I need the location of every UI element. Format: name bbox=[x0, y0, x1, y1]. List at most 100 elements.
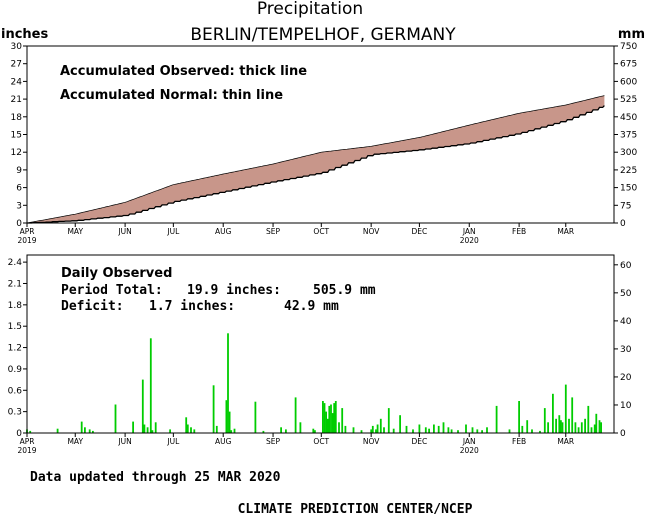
daily-bar bbox=[143, 424, 146, 433]
daily-bar bbox=[558, 415, 561, 433]
legend-normal: Accumulated Normal: thin line bbox=[60, 88, 283, 103]
daily-bar bbox=[521, 425, 524, 433]
daily-bar bbox=[587, 405, 590, 433]
daily-bar bbox=[547, 422, 549, 433]
x-tick-label: MAY bbox=[67, 227, 83, 236]
bottom-plot-frame bbox=[26, 254, 615, 434]
x-tick-year: 2020 bbox=[460, 446, 479, 455]
y-tick-label-right: 300 bbox=[620, 148, 637, 158]
daily-bar bbox=[212, 385, 215, 433]
deficit-mm: 42.9 mm bbox=[284, 299, 339, 314]
daily-bar bbox=[333, 403, 336, 433]
daily-bar bbox=[294, 397, 297, 433]
x-tick-label: OCT bbox=[313, 437, 329, 446]
daily-bar bbox=[447, 427, 450, 433]
daily-bar bbox=[233, 428, 236, 433]
daily-bar bbox=[154, 422, 157, 433]
y-tick-label-left: 27 bbox=[11, 60, 22, 70]
x-tick-label: MAR bbox=[557, 437, 574, 446]
daily-bar bbox=[539, 430, 541, 433]
daily-bar bbox=[185, 417, 188, 433]
daily-bar bbox=[314, 430, 316, 433]
daily-bar bbox=[338, 422, 340, 433]
y-tick-label-left: 0.9 bbox=[8, 365, 23, 375]
daily-panel: 0 0.3 0.6 0.9 1.2 1.5 1.8 2.1 2.4 0 10 20 30 40 50 60 AP… bbox=[8, 254, 632, 455]
deficit-inches: 1.7 inches: bbox=[149, 299, 235, 314]
x-tick-label: JUL bbox=[166, 227, 180, 236]
x-tick-label: APR bbox=[20, 437, 35, 446]
x-tick-label: JAN bbox=[462, 227, 476, 236]
daily-bar bbox=[331, 413, 334, 433]
period-total-label: Period Total: bbox=[61, 283, 163, 298]
y-tick-label-right: 30 bbox=[620, 345, 632, 355]
daily-bar bbox=[399, 415, 401, 433]
x-tick-label: AUG bbox=[215, 227, 232, 236]
x-tick-label: OCT bbox=[313, 227, 329, 236]
y-tick-label-left: 21 bbox=[11, 95, 22, 105]
daily-bar bbox=[437, 425, 440, 433]
x-tick-year: 2019 bbox=[17, 236, 36, 245]
y-tick-label-left: 1.8 bbox=[8, 301, 23, 311]
chart-title: Precipitation bbox=[257, 0, 363, 19]
daily-bar bbox=[486, 427, 488, 433]
daily-bar bbox=[555, 418, 557, 433]
daily-observed-label: Daily Observed bbox=[61, 266, 172, 281]
y-tick-label-right: 40 bbox=[620, 317, 632, 327]
daily-bar bbox=[169, 429, 171, 433]
daily-bar bbox=[225, 400, 228, 433]
daily-bars bbox=[26, 333, 602, 433]
daily-bar bbox=[360, 430, 363, 433]
y-tick-label-left: 1.5 bbox=[8, 322, 22, 332]
x-tick-label: MAY bbox=[67, 437, 83, 446]
y-tick-label-left: 18 bbox=[11, 113, 23, 123]
station-name: BERLIN/TEMPELHOF, GERMANY bbox=[190, 25, 456, 45]
daily-bar bbox=[88, 429, 91, 433]
daily-bar bbox=[334, 401, 337, 433]
y-tick-label-left: 2.4 bbox=[8, 258, 23, 268]
daily-bar bbox=[383, 427, 385, 433]
daily-bar bbox=[323, 403, 326, 433]
daily-bar bbox=[92, 430, 94, 433]
daily-bar bbox=[227, 333, 229, 433]
daily-bar bbox=[593, 424, 596, 433]
daily-bar bbox=[405, 425, 408, 433]
accumulated-observed-line bbox=[27, 105, 605, 224]
x-tick-year: 2020 bbox=[460, 236, 479, 245]
daily-bar bbox=[285, 429, 287, 433]
daily-bar bbox=[325, 411, 327, 433]
daily-bar bbox=[471, 427, 474, 433]
daily-bar bbox=[531, 429, 533, 433]
daily-bar bbox=[442, 422, 445, 433]
daily-bar bbox=[465, 424, 467, 433]
daily-bar bbox=[149, 338, 152, 433]
daily-bar bbox=[571, 397, 574, 433]
daily-bar bbox=[146, 427, 149, 433]
daily-bar bbox=[379, 418, 382, 433]
daily-bar bbox=[476, 429, 479, 433]
x-tick-label: SEP bbox=[266, 437, 280, 446]
daily-bar bbox=[577, 427, 580, 433]
daily-bar bbox=[518, 401, 520, 433]
daily-bar bbox=[186, 424, 189, 433]
y-tick-label-left: 0 bbox=[16, 429, 22, 439]
daily-bar bbox=[433, 424, 435, 433]
daily-bar bbox=[322, 401, 324, 433]
y-tick-label-right: 750 bbox=[620, 42, 637, 52]
y-tick-label-left: 24 bbox=[11, 77, 23, 87]
left-unit-label: inches bbox=[1, 27, 48, 42]
legend-observed: Accumulated Observed: thick line bbox=[60, 64, 307, 79]
daily-bar bbox=[495, 405, 498, 433]
y-tick-label-right: 0 bbox=[620, 429, 626, 439]
daily-bar bbox=[590, 427, 593, 433]
y-tick-label-right: 60 bbox=[620, 261, 632, 271]
daily-bar bbox=[568, 418, 570, 433]
daily-bar bbox=[560, 420, 562, 433]
daily-bar bbox=[344, 425, 347, 433]
x-tick-label: JUN bbox=[117, 227, 131, 236]
daily-bar bbox=[114, 404, 117, 433]
y-tick-label-right: 50 bbox=[620, 289, 632, 299]
y-tick-label-right: 150 bbox=[620, 184, 637, 194]
period-total-mm: 505.9 mm bbox=[313, 283, 376, 298]
daily-bar bbox=[600, 422, 602, 433]
daily-bar bbox=[428, 428, 430, 433]
